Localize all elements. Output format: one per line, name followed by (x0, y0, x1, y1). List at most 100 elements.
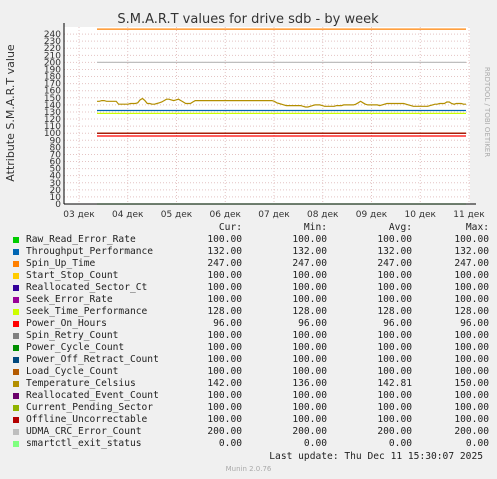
x-tick-label: 10 дек (404, 210, 436, 220)
legend-series-name: Reallocated_Sector_Ct (26, 282, 148, 293)
legend-swatch (13, 297, 19, 303)
legend-max: 96.00 (460, 318, 489, 329)
legend-cur: 100.00 (207, 390, 242, 401)
legend-row: Reallocated_Event_Count 100.00 100.00 100.0… (12, 390, 492, 402)
legend-cur: 100.00 (207, 270, 242, 281)
legend-cur: 0.00 (218, 438, 242, 449)
legend-series-name: Temperature_Celsius (26, 378, 136, 389)
legend-max: 0.00 (465, 438, 489, 449)
legend-row: Power_Cycle_Count 100.00 100.00 100.00 100.0… (12, 342, 492, 354)
x-tick-label: 03 дек (63, 210, 95, 220)
y-tick-label: 40 (50, 172, 62, 182)
legend-row: Offline_Uncorrectable 100.00 100.00 100.00 1… (12, 414, 492, 426)
legend-swatch (13, 237, 19, 243)
legend-swatch (13, 405, 19, 411)
munin-version: Munin 2.0.76 (225, 465, 272, 473)
legend-min: 100.00 (292, 414, 327, 425)
legend-row: Start_Stop_Count 100.00 100.00 100.00 100.00 (12, 270, 492, 282)
legend-swatch (13, 333, 19, 339)
legend-min: 200.00 (292, 426, 327, 437)
legend-row: Seek_Error_Rate 100.00 100.00 100.00 100.00 (12, 294, 492, 306)
legend-swatch (13, 321, 19, 327)
y-tick-label: 230 (44, 37, 61, 47)
legend-series-name: UDMA_CRC_Error_Count (26, 426, 142, 437)
y-tick-label: 130 (44, 108, 61, 118)
y-tick-label: 50 (50, 165, 62, 175)
legend-swatch (13, 249, 19, 255)
legend-min: 247.00 (292, 258, 327, 269)
legend-min: 136.00 (292, 378, 327, 389)
legend-avg: 128.00 (377, 306, 412, 317)
legend-swatch (13, 357, 19, 363)
y-tick-label: 110 (44, 122, 61, 132)
y-axis-label: Attribute S.M.A.R.T value (4, 44, 17, 182)
plot-area (64, 27, 470, 204)
legend-row: Spin_Retry_Count 100.00 100.00 100.00 100.00 (12, 330, 492, 342)
legend-series-name: Start_Stop_Count (26, 270, 119, 281)
y-tick-label: 80 (50, 143, 62, 153)
y-tick-label: 10 (50, 193, 62, 203)
legend-min: 96.00 (298, 318, 327, 329)
y-tick-label: 140 (44, 101, 61, 111)
legend-row: Seek_Time_Performance 128.00 128.00 128.00 1… (12, 306, 492, 318)
legend-cur: 247.00 (207, 258, 242, 269)
x-tick-label: 04 дек (112, 210, 144, 220)
legend-row: Spin_Up_Time 247.00 247.00 247.00 247.00 (12, 258, 492, 270)
legend-min: 100.00 (292, 270, 327, 281)
legend-series-name: Offline_Uncorrectable (26, 414, 148, 425)
legend-avg: 100.00 (377, 282, 412, 293)
legend-max: 100.00 (454, 330, 489, 341)
legend-cur: 100.00 (207, 366, 242, 377)
legend-max: 100.00 (454, 354, 489, 365)
legend-row: Raw_Read_Error_Rate 100.00 100.00 100.00 100… (12, 234, 492, 246)
legend-row: Reallocated_Sector_Ct 100.00 100.00 100.00 1… (12, 282, 492, 294)
legend-cur: 100.00 (207, 342, 242, 353)
legend-cur: 132.00 (207, 246, 242, 257)
legend-row: Current_Pending_Sector 100.00 100.00 100.00… (12, 402, 492, 414)
x-tick-label: 06 дек (209, 210, 241, 220)
legend-cur: 100.00 (207, 414, 242, 425)
legend-row: Load_Cycle_Count 100.00 100.00 100.00 100.00 (12, 366, 492, 378)
x-tick-label: 05 дек (161, 210, 193, 220)
legend-max: 247.00 (454, 258, 489, 269)
legend-swatch (13, 381, 19, 387)
legend-series-name: Seek_Error_Rate (26, 294, 113, 305)
y-tick-label: 70 (50, 150, 62, 160)
legend-min: 132.00 (292, 246, 327, 257)
legend-series-name: Throughput_Performance (26, 246, 154, 257)
legend-avg: 100.00 (377, 414, 412, 425)
legend-max: 100.00 (454, 390, 489, 401)
legend-avg: 100.00 (377, 294, 412, 305)
col-min: Min: (303, 222, 327, 233)
chart: S.M.A.R.T values for drive sdb - by week… (4, 12, 491, 220)
legend-cur: 200.00 (207, 426, 242, 437)
legend-min: 100.00 (292, 294, 327, 305)
legend-series-name: Load_Cycle_Count (26, 366, 119, 377)
legend-series-name: Power_On_Hours (26, 318, 107, 329)
legend-series-name: smartctl_exit_status (26, 438, 142, 449)
legend-avg: 142.81 (377, 378, 412, 389)
y-tick-label: 210 (44, 51, 61, 61)
y-tick-label: 160 (44, 87, 61, 97)
chart-title: S.M.A.R.T values for drive sdb - by week (117, 12, 379, 27)
legend-min: 100.00 (292, 282, 327, 293)
legend-cur: 128.00 (207, 306, 242, 317)
legend-row: UDMA_CRC_Error_Count 200.00 200.00 200.00 20… (12, 426, 492, 438)
y-tick-label: 100 (44, 129, 61, 139)
x-tick-label: 09 дек (356, 210, 388, 220)
legend-series-name: Spin_Up_Time (26, 258, 96, 269)
legend-swatch (13, 285, 19, 291)
col-avg: Avg: (388, 222, 412, 233)
legend-cur: 100.00 (207, 294, 242, 305)
y-tick-label: 200 (44, 58, 61, 68)
y-tick-label: 190 (44, 65, 61, 75)
legend-swatch (13, 429, 19, 435)
legend-max: 100.00 (454, 270, 489, 281)
y-tick-label: 20 (50, 186, 62, 196)
legend-cur: 142.00 (207, 378, 242, 389)
legend-row: Temperature_Celsius 142.00 136.00 142.81 150… (12, 378, 492, 390)
y-tick-label: 60 (50, 158, 62, 168)
legend-cur: 100.00 (207, 234, 242, 245)
legend-series-name: Seek_Time_Performance (26, 306, 148, 317)
y-tick-label: 30 (50, 179, 62, 189)
